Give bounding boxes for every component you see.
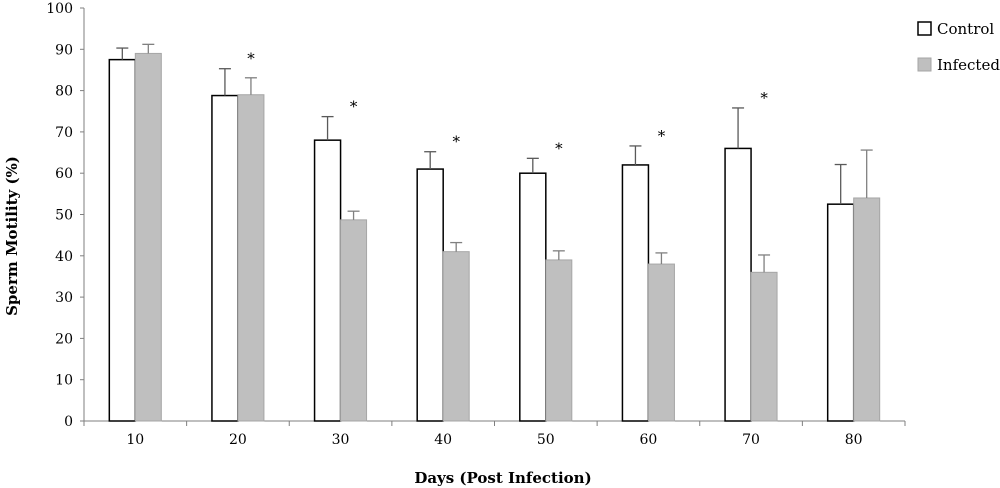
significance-star: * <box>555 139 563 157</box>
significance-star: * <box>658 127 666 145</box>
x-tick-label: 80 <box>845 432 863 448</box>
significance-star: * <box>452 133 460 151</box>
y-tick-label: 10 <box>55 373 73 389</box>
x-tick-label: 50 <box>537 432 555 448</box>
y-tick-label: 30 <box>55 290 73 306</box>
legend-swatch-control <box>917 21 932 36</box>
x-tick-label: 30 <box>332 432 350 448</box>
y-tick-label: 70 <box>55 125 73 141</box>
bar-infected-40 <box>442 251 470 422</box>
y-axis-title: Sperm Motility (%) <box>3 156 21 316</box>
bar-control-50 <box>519 172 547 422</box>
legend-label-infected: Infected <box>937 56 1000 74</box>
x-axis-title: Days (Post Infection) <box>414 469 591 487</box>
bars <box>108 52 881 422</box>
y-tick-label: 90 <box>55 42 73 58</box>
bar-infected-30 <box>340 219 368 422</box>
significance-star: * <box>247 50 255 68</box>
bar-control-20 <box>211 94 239 422</box>
y-tick-label: 0 <box>64 414 73 430</box>
bar-infected-60 <box>647 263 675 422</box>
x-tick-label: 10 <box>126 432 144 448</box>
y-tick-label: 80 <box>55 84 73 100</box>
y-tick-label: 50 <box>55 208 73 224</box>
legend-swatch-infected <box>917 57 932 72</box>
y-tick-label: 60 <box>55 166 73 182</box>
x-tick-labels: 10 20 30 40 50 60 70 80 <box>83 421 906 448</box>
error-bars <box>116 43 873 273</box>
y-tick-label: 20 <box>55 331 73 347</box>
bar-infected-80 <box>853 197 881 422</box>
bar-control-70 <box>724 147 752 422</box>
significance-star: * <box>760 89 768 107</box>
legend: Control Infected <box>917 20 1000 74</box>
x-tick-label: 60 <box>640 432 658 448</box>
bar-infected-20 <box>237 94 265 422</box>
bar-control-10 <box>108 58 137 422</box>
x-tick-label: 40 <box>434 432 452 448</box>
x-tick-label: 70 <box>742 432 760 448</box>
y-tick-labels: 0 10 20 30 40 50 60 70 80 90 100 <box>46 1 84 430</box>
bar-control-40 <box>416 168 444 422</box>
bar-infected-70 <box>750 271 778 422</box>
significance-star: * <box>350 98 358 116</box>
bar-infected-10 <box>134 52 162 422</box>
y-tick-label: 100 <box>46 1 73 17</box>
bar-control-30 <box>313 139 342 422</box>
x-tick-label: 20 <box>229 432 247 448</box>
significance-markers: * * * * * * <box>247 50 768 158</box>
legend-label-control: Control <box>937 20 994 38</box>
y-tick-label: 40 <box>55 249 73 265</box>
bar-control-80 <box>826 203 855 422</box>
bar-infected-50 <box>545 259 573 422</box>
bar-control-60 <box>621 164 650 422</box>
